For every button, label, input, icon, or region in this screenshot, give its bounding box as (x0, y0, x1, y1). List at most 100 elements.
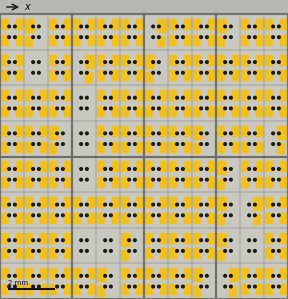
Bar (241, 70, 248, 80)
Bar (194, 177, 200, 187)
Bar (256, 19, 263, 29)
Circle shape (224, 132, 226, 135)
Circle shape (253, 274, 256, 277)
Circle shape (176, 203, 179, 206)
Circle shape (158, 168, 160, 170)
Circle shape (32, 178, 35, 181)
Bar (145, 72, 152, 82)
Bar (96, 263, 120, 299)
Bar (266, 90, 272, 100)
Circle shape (158, 203, 160, 206)
Circle shape (278, 214, 280, 216)
Bar (1, 141, 8, 152)
Bar (208, 106, 215, 116)
Bar (97, 35, 104, 45)
Bar (64, 197, 71, 207)
Bar (0, 14, 72, 156)
Bar (48, 85, 72, 121)
Bar (96, 156, 120, 192)
Bar (208, 248, 215, 258)
Bar (168, 50, 192, 85)
Bar (120, 263, 144, 299)
Bar (0, 156, 24, 192)
Bar (280, 177, 287, 187)
Bar (240, 192, 264, 228)
Circle shape (230, 250, 232, 252)
Bar (184, 90, 191, 100)
Bar (280, 197, 287, 207)
Bar (264, 156, 288, 192)
Circle shape (158, 96, 160, 99)
Circle shape (272, 203, 274, 206)
Bar (216, 263, 240, 299)
Circle shape (56, 61, 58, 63)
Circle shape (152, 214, 154, 216)
Bar (0, 156, 72, 299)
Bar (192, 14, 216, 50)
Circle shape (230, 239, 232, 242)
Bar (208, 55, 215, 65)
Circle shape (176, 285, 179, 288)
Bar (48, 228, 72, 263)
Circle shape (80, 25, 82, 28)
Circle shape (37, 274, 40, 277)
Bar (168, 192, 192, 228)
Bar (217, 179, 224, 189)
Circle shape (128, 143, 130, 145)
Bar (48, 156, 72, 192)
Circle shape (32, 285, 35, 288)
Circle shape (206, 250, 208, 252)
Circle shape (230, 96, 232, 99)
Circle shape (181, 96, 184, 99)
Circle shape (104, 203, 107, 206)
Bar (50, 248, 56, 258)
Circle shape (86, 214, 88, 216)
Circle shape (56, 250, 58, 252)
Circle shape (62, 143, 64, 145)
Bar (241, 177, 248, 187)
Circle shape (8, 274, 10, 277)
Bar (64, 90, 71, 100)
Bar (0, 50, 24, 85)
Bar (120, 50, 144, 85)
Circle shape (152, 132, 154, 135)
Circle shape (181, 132, 184, 135)
Bar (192, 50, 216, 85)
Bar (0, 121, 24, 156)
Circle shape (62, 61, 64, 63)
Circle shape (181, 274, 184, 277)
Circle shape (80, 96, 82, 99)
Circle shape (152, 203, 154, 206)
Circle shape (206, 96, 208, 99)
Circle shape (230, 107, 232, 110)
Circle shape (152, 107, 154, 110)
Circle shape (86, 203, 88, 206)
Circle shape (206, 143, 208, 145)
Bar (192, 192, 216, 228)
Circle shape (56, 214, 58, 216)
Circle shape (32, 239, 35, 242)
Bar (72, 228, 96, 263)
Circle shape (152, 168, 154, 170)
Circle shape (128, 250, 130, 252)
Circle shape (62, 178, 64, 181)
Bar (208, 35, 215, 45)
Bar (24, 50, 48, 85)
Circle shape (8, 168, 10, 170)
Circle shape (224, 203, 226, 206)
Bar (168, 156, 192, 192)
Bar (145, 55, 154, 68)
Bar (120, 228, 144, 263)
Bar (192, 85, 216, 121)
Bar (241, 55, 248, 65)
Circle shape (37, 36, 40, 39)
Circle shape (104, 214, 107, 216)
Circle shape (152, 178, 154, 181)
Circle shape (62, 239, 64, 242)
Circle shape (14, 61, 16, 63)
Bar (169, 161, 176, 171)
Bar (240, 14, 264, 50)
Circle shape (62, 250, 64, 252)
Circle shape (109, 143, 112, 145)
Circle shape (248, 178, 251, 181)
